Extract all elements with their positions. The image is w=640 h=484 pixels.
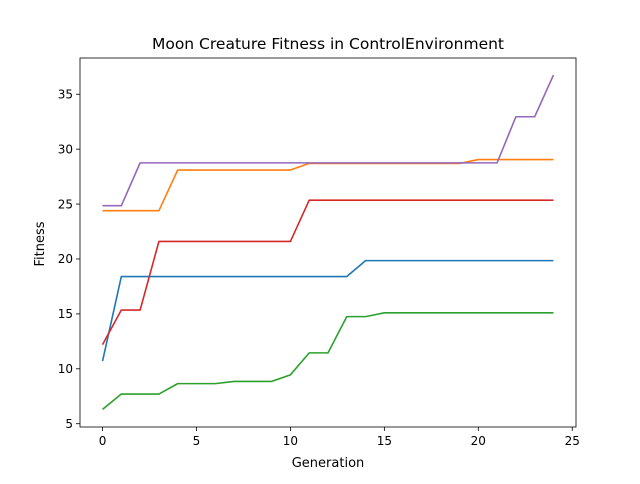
series-line-4 [101, 199, 554, 346]
x-axis-label: Generation [292, 456, 365, 471]
x-tick-label: 15 [377, 434, 392, 448]
series-line-5 [102, 74, 555, 207]
x-tick-label: 20 [471, 434, 486, 448]
x-tick-label: 5 [193, 434, 201, 448]
x-axis-ticks: 0 5 10 15 20 25 [99, 427, 580, 448]
series-line-1 [101, 259, 554, 362]
y-tick-label: 10 [58, 362, 73, 376]
y-axis-ticks: 5 10 15 20 25 30 35 [58, 87, 80, 431]
y-tick-label: 15 [58, 307, 73, 321]
y-tick-label: 20 [58, 252, 73, 266]
y-axis-label: Fitness [33, 221, 48, 266]
y-tick-label: 25 [58, 197, 73, 211]
y-tick-label: 30 [58, 142, 73, 156]
x-tick-label: 25 [565, 434, 580, 448]
y-tick-label: 35 [58, 87, 73, 101]
axes-frame [79, 57, 577, 428]
y-tick-label: 5 [65, 417, 73, 431]
chart-title: Moon Creature Fitness in ControlEnvironm… [152, 35, 504, 53]
plot-lines [101, 74, 555, 411]
x-tick-label: 10 [283, 434, 298, 448]
x-tick-label: 0 [99, 434, 107, 448]
series-line-3 [102, 311, 554, 411]
